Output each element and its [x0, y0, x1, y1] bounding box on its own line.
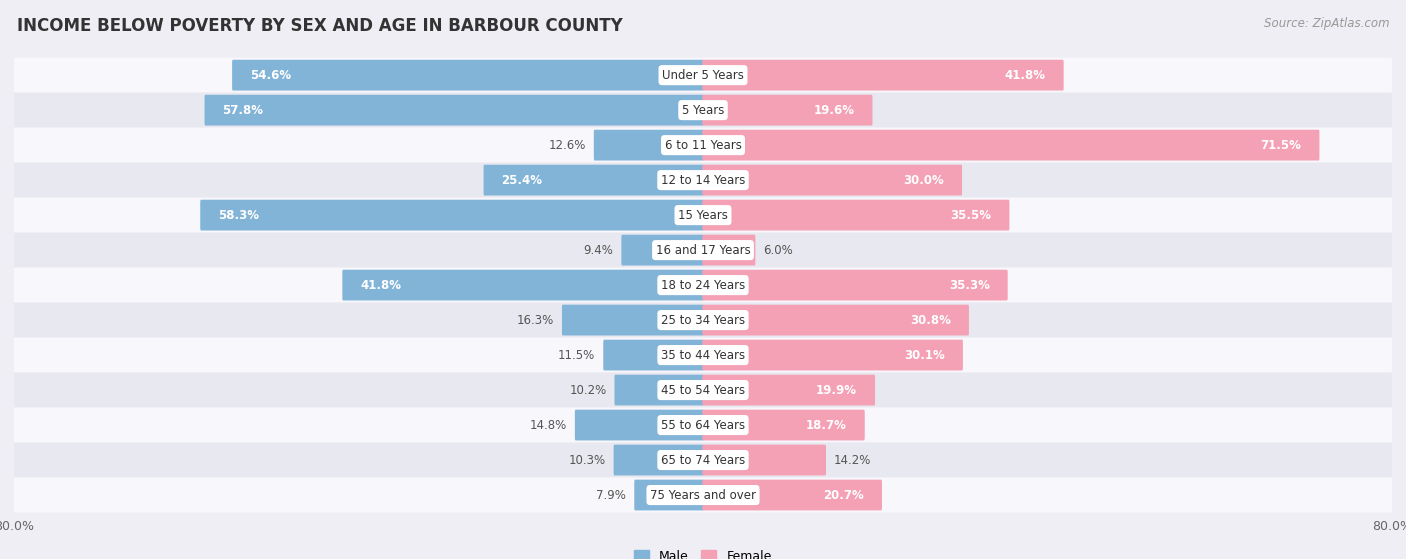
Text: 45 to 54 Years: 45 to 54 Years — [661, 383, 745, 396]
FancyBboxPatch shape — [200, 200, 703, 230]
FancyBboxPatch shape — [613, 444, 703, 476]
FancyBboxPatch shape — [342, 269, 703, 301]
Text: 14.2%: 14.2% — [834, 453, 872, 467]
Text: 14.8%: 14.8% — [530, 419, 567, 432]
Text: 58.3%: 58.3% — [218, 209, 259, 221]
Text: 16 and 17 Years: 16 and 17 Years — [655, 244, 751, 257]
FancyBboxPatch shape — [14, 58, 1392, 93]
FancyBboxPatch shape — [703, 480, 882, 510]
FancyBboxPatch shape — [14, 163, 1392, 198]
FancyBboxPatch shape — [14, 302, 1392, 338]
Text: 6.0%: 6.0% — [763, 244, 793, 257]
FancyBboxPatch shape — [603, 340, 703, 371]
FancyBboxPatch shape — [703, 235, 755, 266]
Text: 11.5%: 11.5% — [558, 349, 595, 362]
FancyBboxPatch shape — [232, 60, 703, 91]
FancyBboxPatch shape — [703, 305, 969, 335]
FancyBboxPatch shape — [204, 94, 703, 126]
Text: 41.8%: 41.8% — [360, 278, 401, 292]
Text: INCOME BELOW POVERTY BY SEX AND AGE IN BARBOUR COUNTY: INCOME BELOW POVERTY BY SEX AND AGE IN B… — [17, 17, 623, 35]
Text: 65 to 74 Years: 65 to 74 Years — [661, 453, 745, 467]
FancyBboxPatch shape — [14, 268, 1392, 302]
Text: 16.3%: 16.3% — [517, 314, 554, 326]
Text: 55 to 64 Years: 55 to 64 Years — [661, 419, 745, 432]
Text: 30.8%: 30.8% — [910, 314, 950, 326]
FancyBboxPatch shape — [703, 165, 962, 196]
FancyBboxPatch shape — [703, 60, 1064, 91]
Text: 35.3%: 35.3% — [949, 278, 990, 292]
FancyBboxPatch shape — [14, 93, 1392, 127]
FancyBboxPatch shape — [703, 269, 1008, 301]
FancyBboxPatch shape — [575, 410, 703, 440]
FancyBboxPatch shape — [593, 130, 703, 160]
FancyBboxPatch shape — [703, 375, 875, 405]
Text: 71.5%: 71.5% — [1261, 139, 1302, 151]
Text: 25 to 34 Years: 25 to 34 Years — [661, 314, 745, 326]
Text: 35.5%: 35.5% — [950, 209, 991, 221]
Text: 10.3%: 10.3% — [568, 453, 606, 467]
FancyBboxPatch shape — [14, 443, 1392, 477]
Text: Source: ZipAtlas.com: Source: ZipAtlas.com — [1264, 17, 1389, 30]
Text: 9.4%: 9.4% — [583, 244, 613, 257]
Text: 57.8%: 57.8% — [222, 103, 263, 117]
FancyBboxPatch shape — [621, 235, 703, 266]
Text: 15 Years: 15 Years — [678, 209, 728, 221]
Text: 12 to 14 Years: 12 to 14 Years — [661, 174, 745, 187]
FancyBboxPatch shape — [14, 233, 1392, 268]
FancyBboxPatch shape — [703, 340, 963, 371]
FancyBboxPatch shape — [562, 305, 703, 335]
Text: 54.6%: 54.6% — [250, 69, 291, 82]
FancyBboxPatch shape — [703, 410, 865, 440]
Text: Under 5 Years: Under 5 Years — [662, 69, 744, 82]
FancyBboxPatch shape — [703, 200, 1010, 230]
Text: 25.4%: 25.4% — [502, 174, 543, 187]
Text: 12.6%: 12.6% — [548, 139, 586, 151]
Legend: Male, Female: Male, Female — [630, 544, 776, 559]
FancyBboxPatch shape — [14, 408, 1392, 443]
FancyBboxPatch shape — [14, 198, 1392, 233]
Text: 30.1%: 30.1% — [904, 349, 945, 362]
FancyBboxPatch shape — [14, 338, 1392, 372]
FancyBboxPatch shape — [14, 127, 1392, 163]
Text: 30.0%: 30.0% — [904, 174, 945, 187]
FancyBboxPatch shape — [484, 165, 703, 196]
FancyBboxPatch shape — [703, 94, 873, 126]
FancyBboxPatch shape — [14, 372, 1392, 408]
Text: 18.7%: 18.7% — [806, 419, 846, 432]
FancyBboxPatch shape — [634, 480, 703, 510]
Text: 7.9%: 7.9% — [596, 489, 626, 501]
FancyBboxPatch shape — [14, 477, 1392, 513]
Text: 10.2%: 10.2% — [569, 383, 606, 396]
FancyBboxPatch shape — [703, 130, 1319, 160]
Text: 20.7%: 20.7% — [824, 489, 865, 501]
FancyBboxPatch shape — [614, 375, 703, 405]
Text: 5 Years: 5 Years — [682, 103, 724, 117]
FancyBboxPatch shape — [703, 444, 825, 476]
Text: 41.8%: 41.8% — [1005, 69, 1046, 82]
Text: 6 to 11 Years: 6 to 11 Years — [665, 139, 741, 151]
Text: 19.9%: 19.9% — [815, 383, 858, 396]
Text: 35 to 44 Years: 35 to 44 Years — [661, 349, 745, 362]
Text: 18 to 24 Years: 18 to 24 Years — [661, 278, 745, 292]
Text: 75 Years and over: 75 Years and over — [650, 489, 756, 501]
Text: 19.6%: 19.6% — [814, 103, 855, 117]
